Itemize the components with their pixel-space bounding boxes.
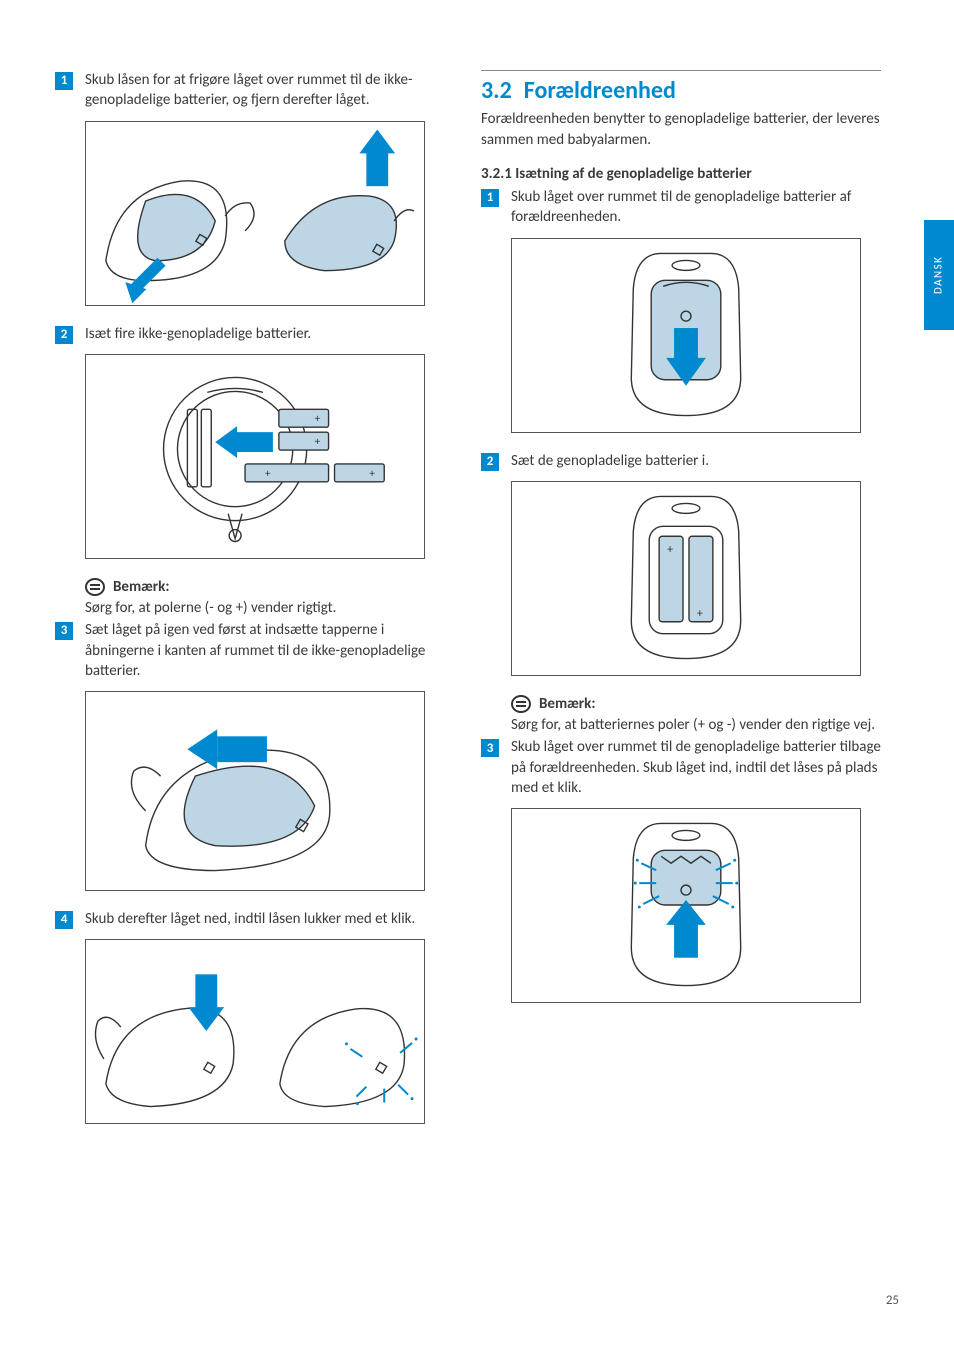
page-content: 1 Skub låsen for at frigøre låget over r… <box>55 70 914 1142</box>
svg-text:+: + <box>315 435 321 448</box>
figure-insert-batteries: + + + + <box>85 354 425 559</box>
right-column: 3.2 Forældreenhed Forældreenheden benytt… <box>481 70 881 1142</box>
step-number-badge: 3 <box>481 739 499 757</box>
step-number-badge: 2 <box>55 326 73 344</box>
left-column: 1 Skub låsen for at frigøre låget over r… <box>55 70 445 1142</box>
step-number-badge: 2 <box>481 453 499 471</box>
note-row: Bemærk: <box>85 577 445 597</box>
note-text: Sørg for, at polerne (- og +) vender rig… <box>85 598 445 618</box>
figure-parent-click-lid <box>511 808 861 1003</box>
svg-text:+: + <box>697 607 703 621</box>
note-icon <box>511 695 531 713</box>
figure-click-lid <box>85 939 425 1124</box>
figure-parent-remove-lid <box>511 238 861 433</box>
note-label: Bemærk: <box>539 694 595 714</box>
figure-replace-lid <box>85 691 425 891</box>
note-icon <box>85 578 105 596</box>
step-text: Skub låsen for at frigøre låget over rum… <box>85 70 445 111</box>
step-item: 2 Isæt fire ikke-genopladelige batterier… <box>55 324 445 344</box>
step-number-badge: 1 <box>55 72 73 90</box>
subsection-heading: 3.2.1 Isætning af de genopladelige batte… <box>481 164 881 184</box>
step-item: 4 Skub derefter låget ned, indtil låsen … <box>55 909 445 929</box>
step-item: 1 Skub låsen for at frigøre låget over r… <box>55 70 445 111</box>
svg-text:+: + <box>315 412 321 425</box>
language-tab: DANSK <box>924 220 954 330</box>
step-text: Skub låget over rummet til de genopladel… <box>511 737 881 798</box>
step-text: Sæt de genopladelige batterier i. <box>511 451 881 471</box>
step-item: 3 Sæt låget på igen ved først at indsætt… <box>55 620 445 681</box>
intro-text: Forældreenheden benytter to genopladelig… <box>481 109 881 150</box>
step-item: 2 Sæt de genopladelige batterier i. <box>481 451 881 471</box>
note-label: Bemærk: <box>113 577 169 597</box>
step-item: 3 Skub låget over rummet til de genoplad… <box>481 737 881 798</box>
step-number-badge: 3 <box>55 622 73 640</box>
svg-text:+: + <box>265 467 271 480</box>
note-row: Bemærk: <box>511 694 881 714</box>
note-text: Sørg for, at batteriernes poler (+ og -)… <box>511 715 881 735</box>
figure-parent-insert-batteries: + + <box>511 481 861 676</box>
step-text: Skub derefter låget ned, indtil låsen lu… <box>85 909 445 929</box>
section-title: 3.2 Forældreenhed <box>481 70 881 107</box>
svg-text:+: + <box>369 467 375 480</box>
step-text: Sæt låget på igen ved først at indsætte … <box>85 620 445 681</box>
step-text: Isæt fire ikke-genopladelige batterier. <box>85 324 445 344</box>
step-text: Skub låget over rummet til de genopladel… <box>511 187 881 228</box>
step-number-badge: 1 <box>481 189 499 207</box>
step-item: 1 Skub låget over rummet til de genoplad… <box>481 187 881 228</box>
svg-text:+: + <box>667 543 673 557</box>
step-number-badge: 4 <box>55 911 73 929</box>
figure-baby-unit-remove-lid <box>85 121 425 306</box>
page-number: 25 <box>886 1292 899 1310</box>
